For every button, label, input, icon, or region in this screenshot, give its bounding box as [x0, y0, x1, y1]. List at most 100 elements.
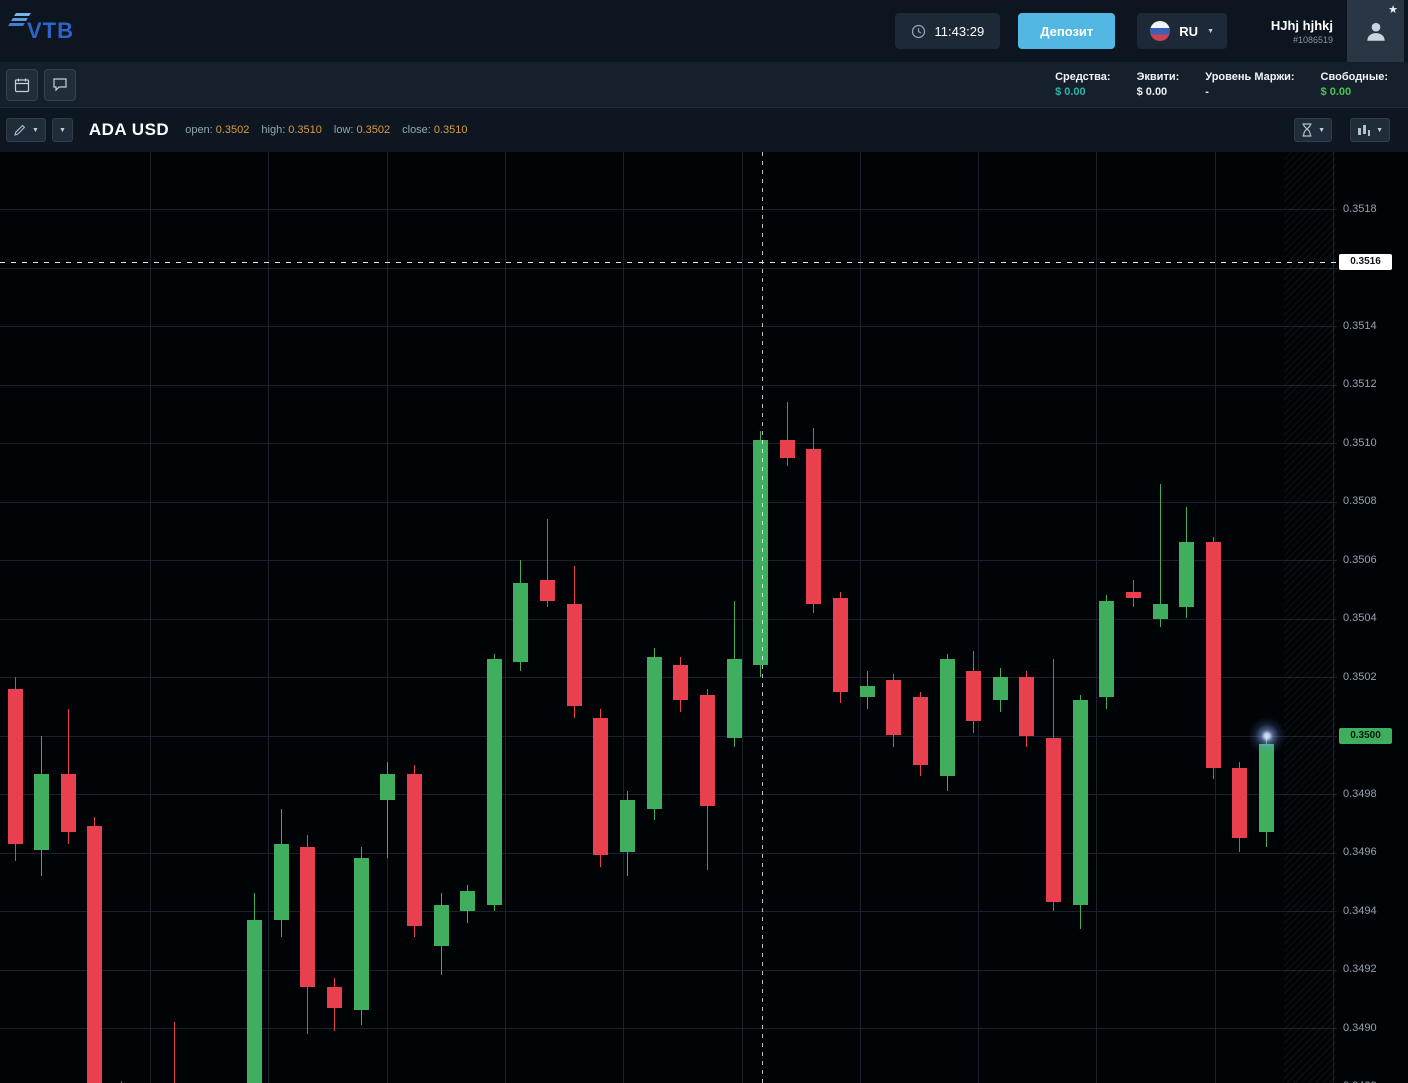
gridline-vertical	[859, 152, 861, 1083]
price-axis-label: 0.3496	[1343, 846, 1377, 858]
ohlc-close: close: 0.3510	[402, 124, 468, 136]
candle-down-wick	[121, 1080, 123, 1083]
candle-up	[273, 843, 289, 920]
candle-down	[540, 580, 556, 601]
stat-equity: Эквити: $ 0.00	[1137, 70, 1180, 100]
gridline-horizontal	[0, 326, 1337, 327]
gridline-horizontal	[0, 560, 1337, 561]
topbar-right: 11:43:29 Депозит RU ▼ HJhj hjhkj #108651…	[894, 0, 1408, 62]
stat-label-funds: Средства:	[1055, 70, 1111, 83]
candle-up-wick	[1159, 483, 1161, 628]
deposit-button[interactable]: Депозит	[1018, 13, 1116, 49]
chevron-down-icon: ▼	[58, 126, 66, 134]
ohlc-low: low: 0.3502	[333, 124, 391, 136]
candle-down	[699, 694, 715, 806]
chart-header-right: ▼ ▼	[1288, 118, 1408, 142]
candle-down	[60, 773, 76, 833]
vtb-logo[interactable]: VTB	[0, 0, 120, 62]
price-axis-label: 0.3490	[1343, 1021, 1377, 1034]
gridline-horizontal	[0, 794, 1337, 795]
pencil-icon	[14, 124, 26, 136]
stat-label-equity: Эквити:	[1136, 70, 1180, 83]
gridline-horizontal	[0, 618, 1337, 620]
gridline-vertical	[504, 152, 506, 1083]
candle-up	[859, 685, 875, 698]
candle-down	[300, 846, 316, 988]
user-id: #1086519	[1292, 34, 1333, 45]
gridline-horizontal	[0, 969, 1337, 971]
candle-down	[406, 773, 422, 926]
candle-up	[1259, 744, 1275, 833]
candle-up	[1152, 603, 1168, 619]
price-axis-label: 0.3508	[1343, 495, 1377, 507]
gridline-horizontal	[0, 267, 1337, 269]
price-axis-label: 0.3504	[1343, 612, 1377, 624]
indicators-dropdown-button[interactable]: ▼	[51, 118, 73, 142]
stat-value-margin-level: -	[1205, 85, 1209, 98]
candlestick-chart[interactable]: 0.3518 0.3516 0.3514 0.3512 0.3510 0.3508 0.35…	[0, 152, 1408, 1083]
chevron-down-icon: ▼	[1376, 126, 1383, 134]
ohlc-readout: open: 0.3502 high: 0.3510 low: 0.3502 close…	[185, 124, 467, 136]
gridline-vertical	[741, 152, 743, 1083]
candle-up	[247, 919, 263, 1083]
candle-down	[779, 440, 795, 458]
user-info: HJhj hjhkj #1086519	[1253, 18, 1333, 45]
price-axis-label: 0.3506	[1343, 553, 1377, 566]
candle-down-wick	[786, 402, 788, 467]
price-axis-label: 0.3502	[1343, 670, 1377, 683]
candle-up	[1179, 542, 1195, 607]
person-icon	[1366, 22, 1385, 41]
ohlc-open: open: 0.3502	[185, 124, 250, 136]
gridline-vertical	[1096, 152, 1098, 1083]
stat-margin-level: Уровень Маржи: -	[1205, 70, 1294, 100]
russian-flag-icon	[1150, 21, 1171, 41]
account-bar: Средства: $ 0.00 Эквити: $ 0.00 Уровень …	[0, 62, 1408, 108]
language-code: RU	[1179, 23, 1199, 39]
drawing-tools-button[interactable]: ▼	[6, 118, 46, 142]
gridline-vertical	[268, 152, 270, 1083]
chart-type-button[interactable]: ▼	[1350, 118, 1390, 142]
gridline-horizontal	[0, 384, 1337, 386]
candle-down	[833, 598, 849, 692]
gridline-vertical	[623, 152, 625, 1083]
language-selector[interactable]: RU ▼	[1137, 13, 1227, 49]
candle-up	[726, 659, 742, 739]
gridline-horizontal	[0, 1028, 1337, 1029]
price-axis-label: 0.3492	[1343, 963, 1377, 975]
candle-down	[87, 826, 103, 1083]
chevron-down-icon: ▼	[1318, 126, 1326, 134]
candle-down	[912, 697, 928, 765]
gridline-horizontal	[0, 852, 1337, 854]
candle-up	[1099, 600, 1115, 698]
candle-down	[1205, 542, 1221, 768]
chart-bars-icon	[1358, 124, 1371, 136]
chevron-down-icon: ▼	[1207, 27, 1214, 35]
candle-up	[646, 656, 662, 809]
timeframe-button[interactable]: ▼	[1294, 118, 1333, 142]
gridline-vertical	[1333, 152, 1334, 1083]
avatar[interactable]: ★	[1347, 0, 1404, 62]
topbar: VTB 11:43:29 Депозит RU ▼ HJhj hjhkj #10…	[0, 0, 1408, 62]
vtb-logo-text: VTB	[27, 18, 74, 43]
calendar-icon	[14, 78, 30, 92]
candle-up	[380, 773, 396, 800]
price-axis-label: 0.3512	[1343, 378, 1377, 390]
star-icon: ★	[1388, 4, 1398, 16]
chart-header: ▼ ▼ ADA USD open: 0.3502 high: 0.3510 low:…	[0, 108, 1408, 152]
price-axis-label: 0.3514	[1343, 319, 1377, 332]
ohlc-high: high: 0.3510	[261, 124, 322, 136]
candle-down-wick	[547, 519, 549, 607]
clock-icon	[911, 24, 925, 38]
candle-up	[486, 659, 502, 906]
stat-label-free: Свободные:	[1320, 70, 1388, 83]
clock-time: 11:43:29	[934, 23, 985, 39]
gridline-horizontal	[0, 735, 1337, 737]
stat-value-equity: $ 0.00	[1136, 85, 1168, 98]
candle-down	[1125, 592, 1141, 599]
candle-down	[1232, 767, 1248, 838]
account-stats: Средства: $ 0.00 Эквити: $ 0.00 Уровень …	[1055, 70, 1408, 100]
chat-button[interactable]	[44, 68, 76, 101]
calendar-button[interactable]	[6, 68, 38, 101]
stat-funds: Средства: $ 0.00	[1055, 70, 1111, 100]
candle-down	[593, 717, 609, 856]
